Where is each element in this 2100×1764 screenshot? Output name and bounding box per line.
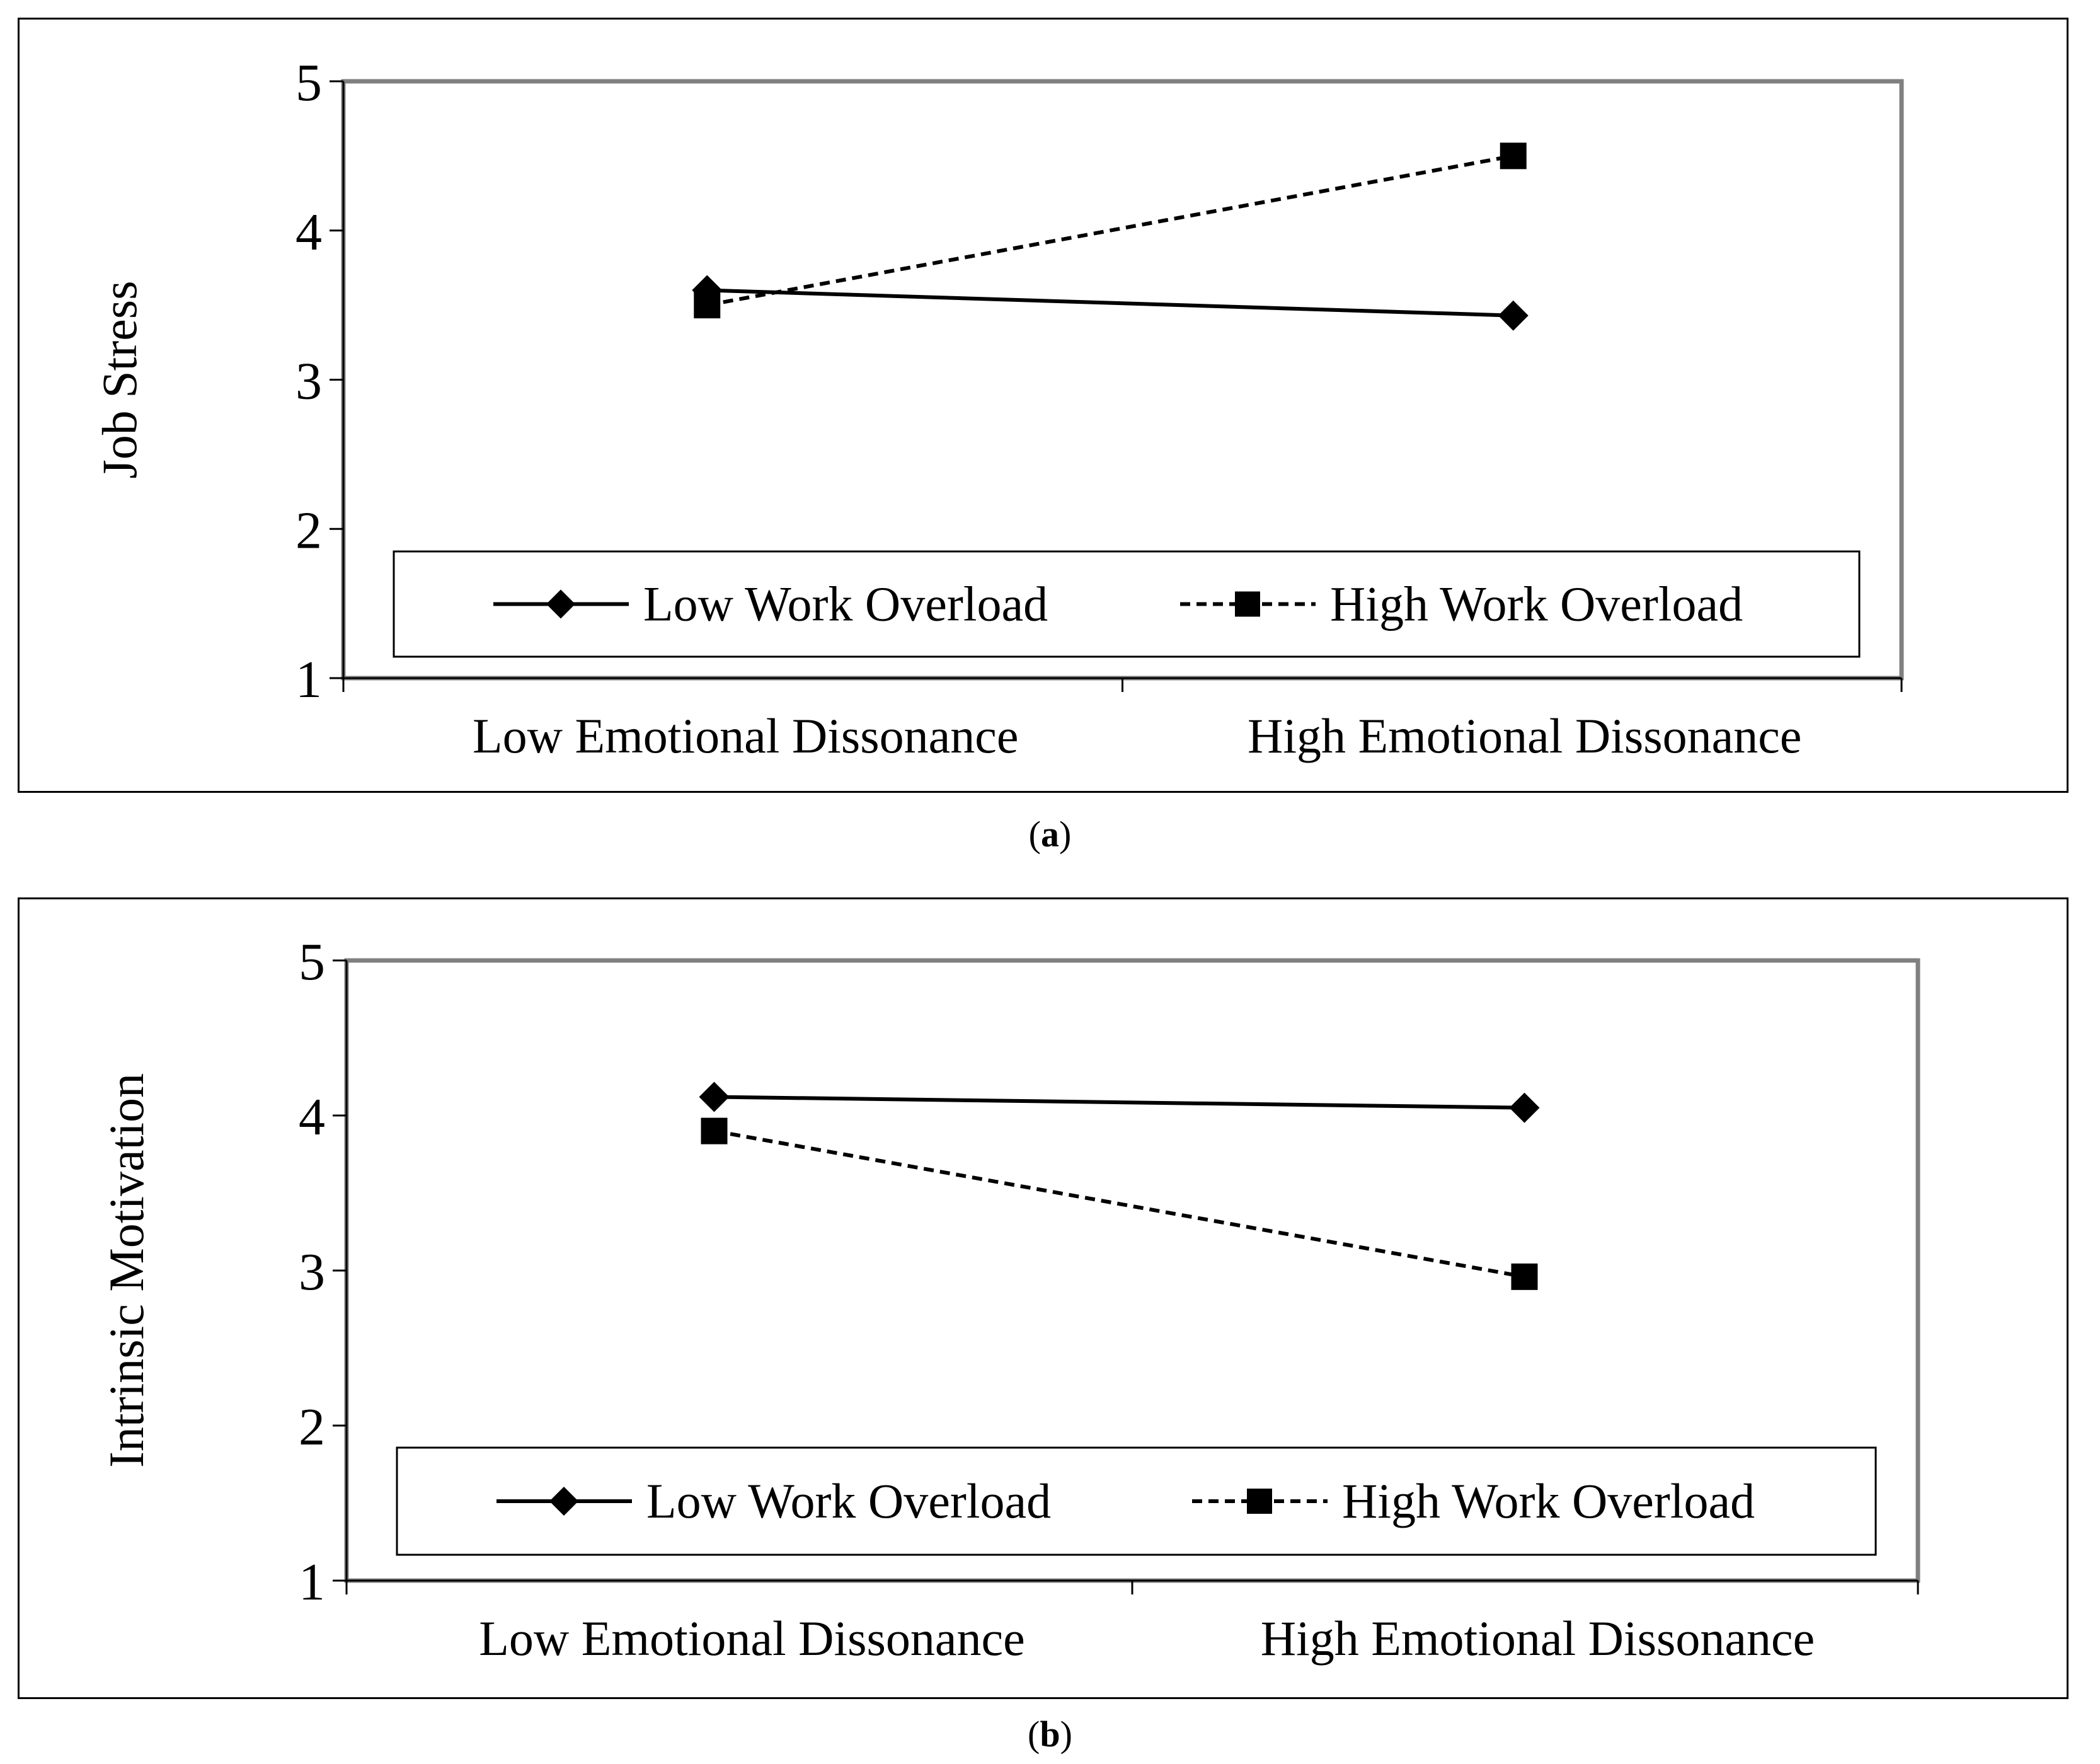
y-tick-label: 3	[295, 352, 322, 411]
y-tick-label: 5	[299, 933, 325, 991]
legend-box	[393, 550, 1861, 658]
legend-marker	[1235, 591, 1260, 617]
series-line	[714, 1095, 1525, 1110]
series-line	[707, 288, 1513, 318]
x-tick-label: High Emotional Dissonance	[1248, 708, 1802, 763]
caption-a-label: a	[1041, 814, 1059, 855]
chart-panel-b: 1 2 3 4 5 Low Emotional Dissonance High Emotio…	[18, 897, 2068, 1699]
data-point	[1498, 300, 1529, 331]
y-tick-label: 3	[299, 1243, 325, 1301]
x-tick-label: High Emotional Dissonance	[1261, 1611, 1815, 1666]
caption-b-label: b	[1040, 1714, 1060, 1755]
series-line	[706, 154, 1514, 308]
y-tick-label: 2	[295, 501, 322, 560]
y-tick-label: 1	[299, 1553, 325, 1611]
data-point	[694, 292, 721, 319]
data-point	[1500, 142, 1527, 170]
y-axis-label: Intrinsic Motivation	[99, 1073, 154, 1468]
x-tick-label: Low Emotional Dissonance	[473, 708, 1019, 763]
caption-a: (a)	[1028, 814, 1072, 855]
legend-label: High Work Overload	[1342, 1473, 1755, 1528]
data-point	[1511, 1263, 1538, 1290]
legend-label: High Work Overload	[1330, 577, 1743, 631]
chart-panel-a: 1 2 3 4 5 Low Emotional Dissonance High Emotio…	[18, 18, 2068, 793]
data-point	[699, 1081, 730, 1112]
legend-label: Low Work Overload	[646, 1473, 1051, 1528]
legend-marker	[546, 589, 575, 619]
data-point	[701, 1117, 728, 1144]
series-line	[713, 1129, 1525, 1279]
chart-b-svg: 1 2 3 4 5 Low Emotional Dissonance High Emotio…	[99, 933, 1920, 1666]
chart-a-svg: 1 2 3 4 5 Low Emotional Dissonance High Emotio…	[92, 54, 1904, 763]
legend-box	[396, 1446, 1877, 1556]
y-tick-label: 5	[295, 54, 322, 112]
y-tick-label: 4	[295, 203, 322, 262]
y-tick-label: 4	[299, 1088, 325, 1146]
data-point	[1509, 1092, 1540, 1123]
legend-label: Low Work Overload	[643, 577, 1048, 631]
y-axis-label: Job Stress	[92, 280, 147, 478]
caption-b: (b)	[1028, 1714, 1072, 1755]
x-tick-label: Low Emotional Dissonance	[479, 1611, 1025, 1666]
y-tick-label: 1	[295, 650, 322, 709]
legend-marker	[549, 1487, 578, 1516]
legend-marker	[1247, 1489, 1272, 1514]
y-tick-label: 2	[299, 1398, 325, 1456]
